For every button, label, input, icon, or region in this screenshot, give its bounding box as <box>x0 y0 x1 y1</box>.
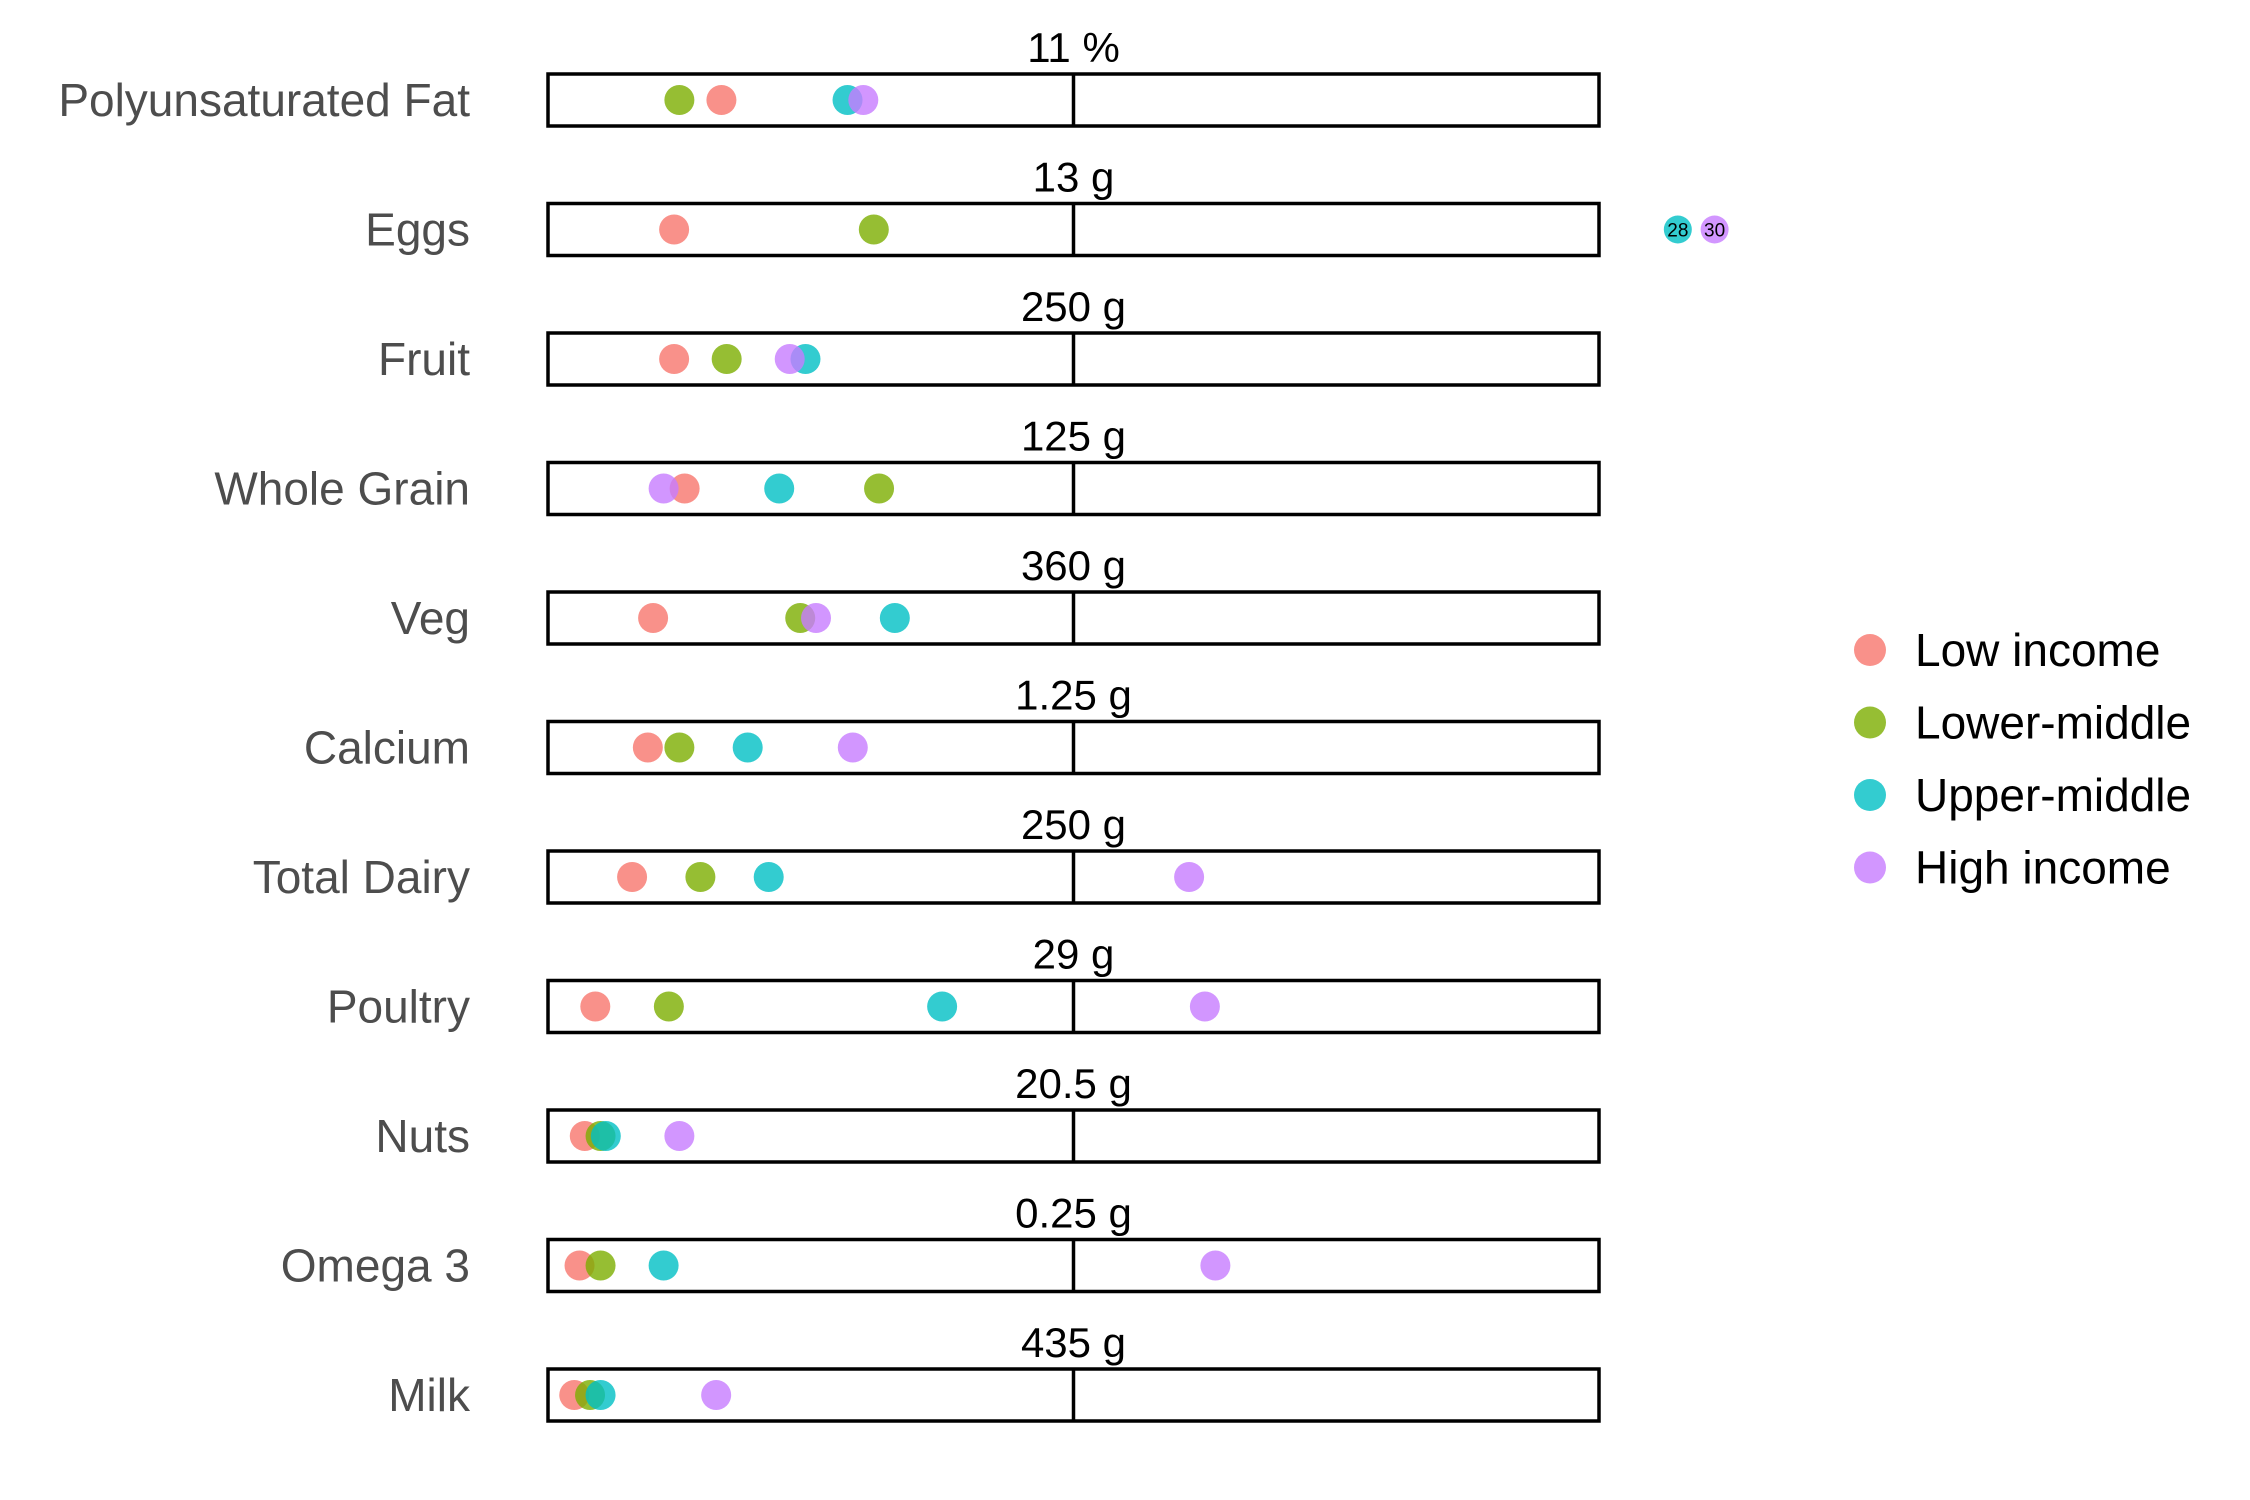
row-label: Whole Grain <box>214 463 470 515</box>
target-label: 1.25 g <box>1015 672 1132 719</box>
point-high-income <box>837 732 868 763</box>
row-8: Nuts 20.5 g <box>375 1060 1601 1164</box>
legend-swatch <box>1854 634 1886 666</box>
point-low-income <box>632 732 663 763</box>
point-high-income <box>801 603 832 633</box>
row-10: Milk 435 g <box>388 1319 1601 1423</box>
target-label: 250 g <box>1021 801 1126 848</box>
row-label: Fruit <box>378 333 470 385</box>
row-label: Poultry <box>327 981 470 1033</box>
point-high-income <box>774 344 805 374</box>
legend-item: Upper-middle <box>1854 769 2191 821</box>
legend-label: Upper-middle <box>1915 769 2191 821</box>
chart-rows: Polyunsaturated Fat 11 % Eggs 13 g 28 30 Fruit… <box>58 24 1729 1423</box>
row-label: Total Dairy <box>253 851 470 903</box>
row-1: Eggs 13 g 28 30 <box>365 154 1729 258</box>
row-4: Veg 360 g <box>391 542 1601 646</box>
row-label: Veg <box>391 592 470 644</box>
point-high-income <box>1174 862 1205 892</box>
point-low-income <box>638 603 669 633</box>
point-high-income <box>648 473 679 504</box>
target-label: 125 g <box>1021 413 1126 460</box>
point-lower-middle <box>864 473 895 504</box>
point-lower-middle <box>664 732 695 763</box>
row-0: Polyunsaturated Fat 11 % <box>58 24 1601 128</box>
legend-label: High income <box>1915 842 2171 894</box>
target-label: 435 g <box>1021 1319 1126 1366</box>
target-label: 250 g <box>1021 283 1126 330</box>
point-lower-middle <box>664 85 695 115</box>
row-label: Calcium <box>304 722 470 774</box>
point-lower-middle <box>685 862 716 892</box>
point-upper-middle <box>879 603 910 633</box>
row-3: Whole Grain 125 g <box>214 413 1601 517</box>
target-label: 13 g <box>1033 154 1115 201</box>
point-low-income <box>564 1250 595 1281</box>
off-scale-value-label: 28 <box>1667 221 1688 242</box>
row-9: Omega 3 0.25 g <box>281 1190 1601 1294</box>
point-lower-middle <box>858 214 889 245</box>
target-label: 29 g <box>1033 931 1115 978</box>
point-upper-middle <box>927 991 958 1022</box>
legend-swatch <box>1854 851 1886 884</box>
point-upper-middle <box>753 862 784 892</box>
point-high-income <box>701 1380 732 1410</box>
point-upper-middle <box>732 732 763 763</box>
row-6: Total Dairy 250 g <box>253 801 1601 905</box>
point-upper-middle <box>590 1121 621 1151</box>
row-label: Omega 3 <box>281 1240 470 1292</box>
legend-swatch <box>1854 779 1886 811</box>
point-lower-middle <box>585 1250 616 1281</box>
point-low-income <box>659 344 690 374</box>
row-label: Eggs <box>365 204 470 256</box>
point-low-income <box>669 473 700 504</box>
point-low-income <box>706 85 737 115</box>
target-label: 11 % <box>1027 24 1120 71</box>
legend-item: High income <box>1854 842 2171 894</box>
point-upper-middle <box>585 1380 616 1410</box>
row-5: Calcium 1.25 g <box>304 672 1601 776</box>
row-label: Milk <box>388 1369 471 1421</box>
row-label: Polyunsaturated Fat <box>58 74 470 126</box>
off-scale-value-label: 30 <box>1704 221 1725 242</box>
point-upper-middle <box>764 473 795 504</box>
point-upper-middle <box>648 1250 679 1281</box>
point-low-income <box>659 214 690 245</box>
point-low-income <box>617 862 648 892</box>
point-high-income <box>1189 991 1220 1022</box>
legend-swatch <box>1854 706 1886 739</box>
legend-label: Low income <box>1915 624 2160 676</box>
point-high-income <box>1200 1250 1231 1281</box>
point-lower-middle <box>711 344 742 374</box>
point-upper-middle <box>1663 215 1692 244</box>
row-2: Fruit 250 g <box>378 283 1601 387</box>
point-lower-middle <box>653 991 684 1022</box>
legend: Low income Lower-middle Upper-middle High i… <box>1854 624 2191 894</box>
row-label: Nuts <box>375 1110 470 1162</box>
legend-item: Lower-middle <box>1854 697 2191 749</box>
target-label: 20.5 g <box>1015 1060 1132 1107</box>
legend-item: Low income <box>1854 624 2160 676</box>
target-label: 360 g <box>1021 542 1126 589</box>
point-high-income <box>1700 215 1729 244</box>
target-label: 0.25 g <box>1015 1190 1132 1237</box>
point-high-income <box>664 1121 695 1151</box>
row-7: Poultry 29 g <box>327 931 1601 1035</box>
point-high-income <box>848 85 879 115</box>
point-low-income <box>580 991 611 1022</box>
legend-label: Lower-middle <box>1915 697 2191 749</box>
